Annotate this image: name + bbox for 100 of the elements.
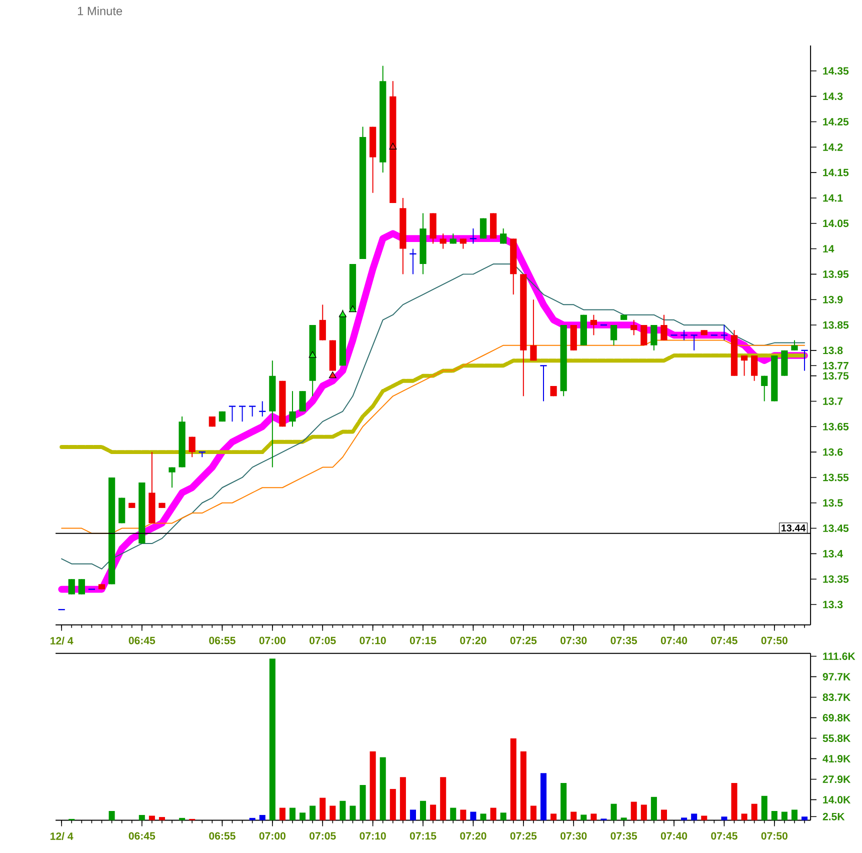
candlestick: [610, 324, 618, 346]
y-tick-label: 2.5K: [822, 812, 845, 820]
bar: [380, 757, 386, 820]
y-tick-label: 97.7K: [822, 673, 851, 680]
x-tick-label: 07:45: [711, 636, 738, 644]
bar: [630, 802, 637, 820]
bar: [420, 800, 426, 820]
y-tick-label: 14.1: [823, 194, 843, 202]
bar: [781, 812, 788, 820]
y-tick-label: 13.9: [823, 296, 843, 304]
x-tick-label: 07:50: [761, 636, 788, 644]
candlestick: [540, 365, 548, 402]
candlestick: [630, 319, 638, 336]
x-tick-label: 07:20: [460, 832, 486, 840]
y-tick-label: 14.2: [823, 143, 843, 151]
candlestick: [168, 466, 176, 488]
bar: [450, 808, 456, 820]
candlestick: [791, 340, 798, 351]
x-tick-label: 07:05: [310, 636, 336, 644]
candlestick: [68, 578, 75, 595]
candlestick: [238, 406, 246, 422]
bar: [731, 782, 738, 820]
bar: [269, 658, 276, 820]
candlestick: [530, 299, 537, 362]
candlestick: [800, 350, 808, 372]
bar: [691, 814, 698, 820]
bar: [510, 738, 516, 820]
chart-title: 1 Minute: [78, 6, 122, 16]
bar: [721, 816, 728, 820]
y-tick-label: 55.8K: [822, 734, 851, 742]
y-tick-label: 13.75: [823, 372, 849, 380]
y-tick-label: 69.8K: [822, 714, 851, 722]
bar: [610, 804, 617, 820]
point: [348, 306, 356, 312]
bar: [410, 810, 416, 820]
y-tick-label: 14.3: [823, 92, 843, 100]
candlestick: [751, 355, 758, 382]
bar: [520, 751, 526, 820]
y-tick-label: 41.9K: [822, 755, 851, 762]
bar: [480, 814, 486, 820]
candlestick: [690, 334, 698, 351]
x-tick-label: 07:10: [360, 636, 386, 644]
bar: [259, 815, 266, 820]
bar: [320, 798, 326, 820]
bar: [660, 810, 667, 820]
bar: [620, 818, 627, 820]
bar: [289, 808, 296, 820]
bar: [650, 796, 657, 820]
bar: [500, 812, 506, 820]
y-tick-label: 13.45: [823, 524, 849, 532]
y-tick-label: 13.8: [823, 346, 843, 354]
bar: [138, 815, 145, 820]
bar: [741, 814, 748, 820]
bar: [370, 751, 376, 820]
candlestick: [761, 375, 768, 402]
bar: [771, 811, 778, 820]
x-tick-label: 06:55: [209, 832, 236, 840]
bar: [560, 782, 567, 820]
bar: [791, 810, 798, 820]
bar: [440, 777, 446, 820]
y-tick-label: 14.0K: [823, 796, 851, 804]
bar: [300, 812, 306, 820]
y-tick-label: 13.77: [823, 362, 848, 370]
bar: [360, 785, 366, 820]
x-tick-label: 07:25: [510, 832, 537, 840]
bar: [310, 806, 316, 820]
bar: [400, 777, 406, 820]
point: [338, 310, 346, 318]
x-tick-label: 07:25: [510, 636, 537, 644]
bar: [701, 816, 708, 820]
bar: [640, 804, 647, 820]
bar: [340, 800, 346, 820]
candlestick: [289, 390, 296, 428]
bar: [490, 808, 496, 820]
bar: [330, 806, 336, 820]
y-tick-label: 13.55: [823, 474, 849, 482]
bar: [430, 804, 436, 820]
y-tick-label: 14.35: [823, 67, 849, 75]
bar: [108, 811, 115, 820]
candlestick: [188, 436, 196, 458]
x-tick-label: 06:45: [128, 832, 156, 840]
candlestick: [409, 248, 417, 275]
bar: [148, 816, 155, 820]
point: [308, 351, 316, 358]
candlestick: [590, 314, 598, 336]
candlestick: [299, 390, 306, 412]
candlestick: [640, 324, 648, 346]
point: [389, 142, 397, 150]
bar: [390, 789, 396, 820]
y-tick-label: 14.25: [823, 118, 849, 126]
y-tick-label: 13.95: [823, 270, 849, 278]
x-tick-label: 07:05: [310, 832, 336, 840]
x-tick-label: 06:55: [209, 636, 236, 644]
x-tick-label: 07:40: [660, 832, 688, 840]
bar: [460, 810, 466, 820]
y-tick-label: 13.7: [823, 398, 843, 406]
y-tick-label: 13.6: [823, 448, 843, 456]
x-tick-label: 07:20: [460, 636, 486, 644]
bar: [179, 818, 186, 820]
bar: [158, 817, 165, 820]
